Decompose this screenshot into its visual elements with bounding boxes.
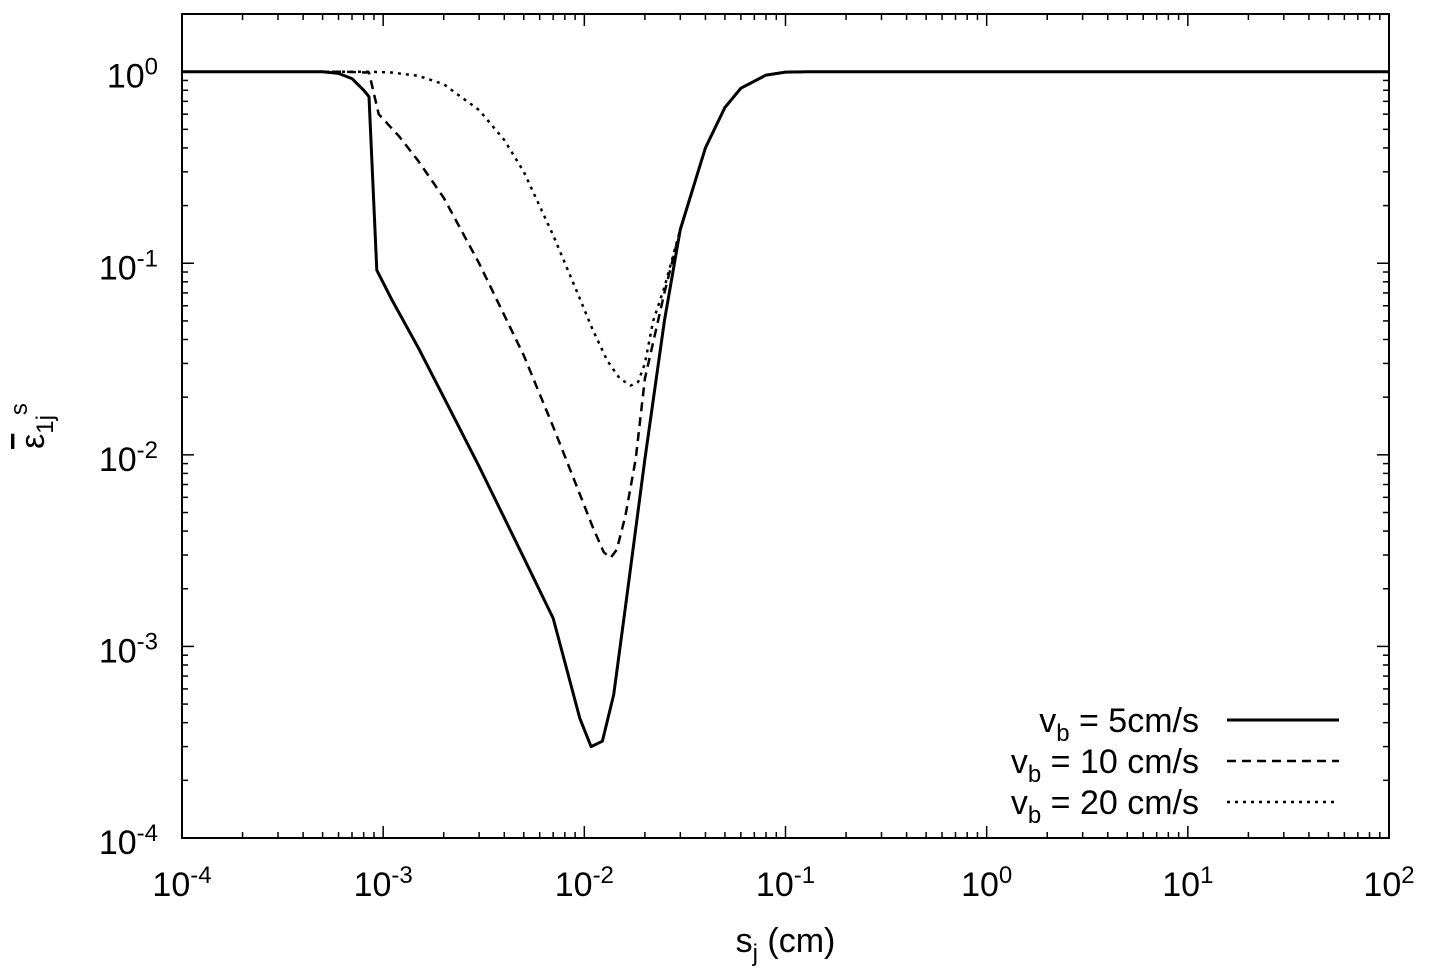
y-tick-label: 10-2: [99, 437, 158, 479]
y-tick-label: 10-3: [99, 628, 158, 670]
x-axis-title-sub: j: [752, 940, 758, 967]
y-tick-label: 10-1: [99, 245, 158, 287]
series-group: [182, 70, 1389, 749]
series-line-3: [182, 70, 1389, 387]
y-axis-title-base: ε: [14, 434, 52, 449]
x-axis-title: sj (cm): [736, 922, 836, 967]
y-axis-title-sup: s: [6, 403, 33, 415]
legend-label-2: vb = 10 cm/s: [1011, 743, 1199, 788]
x-tick-label: 100: [961, 862, 1012, 904]
tick-labels: 10-4 10-3 10-2 10-1 100 101 102 10-4 10-3 10-2 10-…: [99, 54, 1415, 904]
plot-frame: [181, 13, 1390, 839]
x-tick-label: 10-3: [354, 862, 413, 904]
y-axis-title-sub: 1j: [32, 415, 59, 434]
series-line-1: [182, 70, 1389, 749]
x-tick-label: 10-1: [756, 862, 815, 904]
y-tick-label: 10-4: [99, 820, 158, 862]
x-tick-label: 10-4: [152, 862, 211, 904]
x-tick-label: 101: [1162, 862, 1213, 904]
x-tick-label: 102: [1363, 862, 1414, 904]
legend: vb = 5cm/svb = 10 cm/svb = 20 cm/s: [1011, 702, 1339, 829]
x-tick-label: 10-2: [555, 862, 614, 904]
y-axis-title: ε1js: [6, 403, 59, 449]
x-axis-title-base: s: [736, 922, 753, 960]
tick-marks: [181, 13, 1390, 839]
y-tick-label: 100: [107, 54, 158, 96]
legend-label-3: vb = 20 cm/s: [1011, 784, 1199, 829]
x-axis-title-rest: (cm): [758, 922, 835, 960]
legend-label-1: vb = 5cm/s: [1039, 702, 1199, 747]
series-line-2: [182, 70, 1389, 560]
